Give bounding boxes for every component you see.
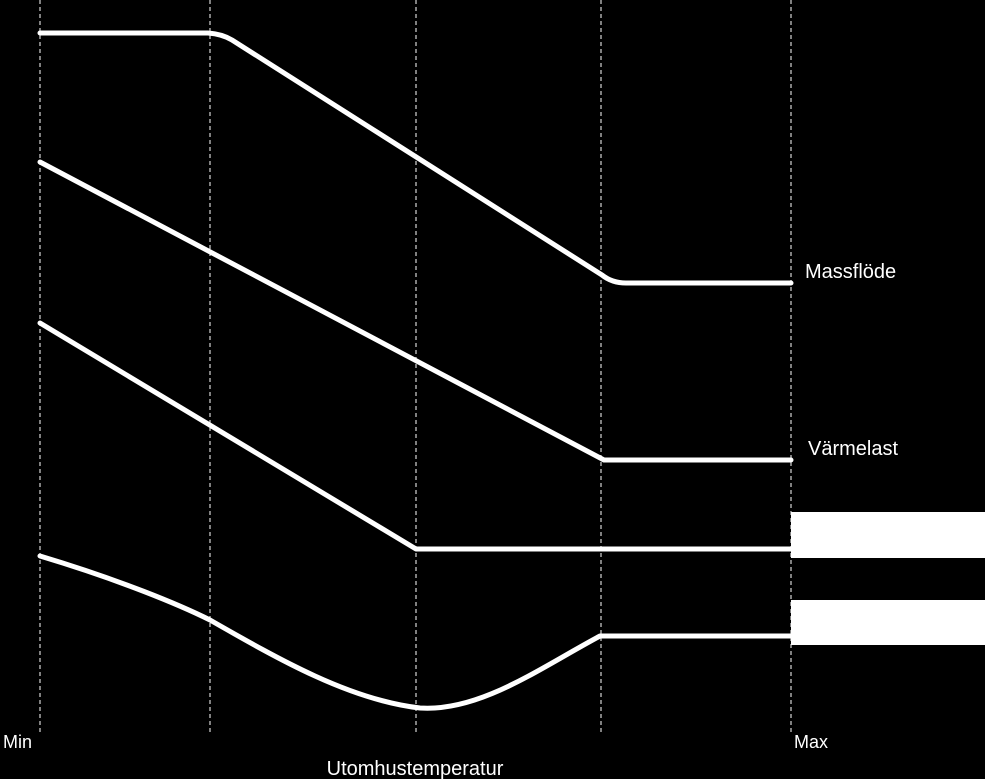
x-axis-title: Utomhustemperatur [327, 758, 504, 779]
series-line-massflode [37, 30, 794, 286]
series-line-4 [37, 553, 794, 711]
vertical-guides [39, 0, 792, 735]
series-lines [37, 30, 794, 711]
series-label-cover-2 [791, 600, 985, 645]
x-tick-label-min: Min [3, 732, 32, 752]
series-line-varmelast [37, 159, 794, 463]
series-label-cover-1 [791, 512, 985, 558]
series-line-3 [37, 320, 794, 552]
series-label-massflode: Massflöde [805, 261, 896, 283]
series-label-varmelast: Värmelast [808, 438, 898, 460]
x-tick-label-max: Max [794, 732, 828, 752]
